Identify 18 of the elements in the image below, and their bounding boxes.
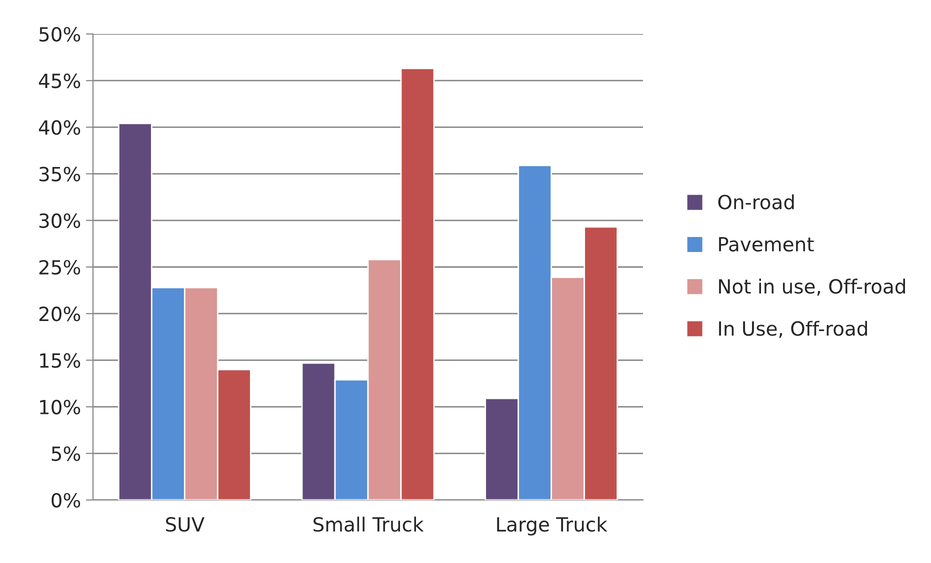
y-tick-label: 20% — [39, 306, 80, 322]
y-tick-label: 5% — [52, 446, 80, 462]
y-tick-label: 40% — [38, 120, 80, 135]
legend-label: On-road — [718, 194, 794, 210]
y-tick-label: 30% — [39, 213, 80, 228]
y-tick-label: 10% — [40, 400, 80, 414]
legend-label: Pavement — [719, 237, 814, 252]
x-tick-label: SUV — [166, 517, 204, 532]
x-tick-label: Small Truck — [314, 516, 424, 532]
x-tick-label: Large Truck — [497, 516, 608, 536]
y-tick-label: 0% — [52, 492, 80, 508]
y-tick-label: 15% — [40, 353, 80, 368]
legend-label: In Use, Off-road — [719, 320, 867, 338]
y-tick-label: 35% — [39, 166, 80, 182]
y-tick-label: 50% — [39, 26, 80, 42]
legend-label: Not in use, Off-road — [719, 278, 905, 296]
y-tick-label: 45% — [38, 74, 80, 88]
y-tick-label: 25% — [39, 260, 80, 275]
